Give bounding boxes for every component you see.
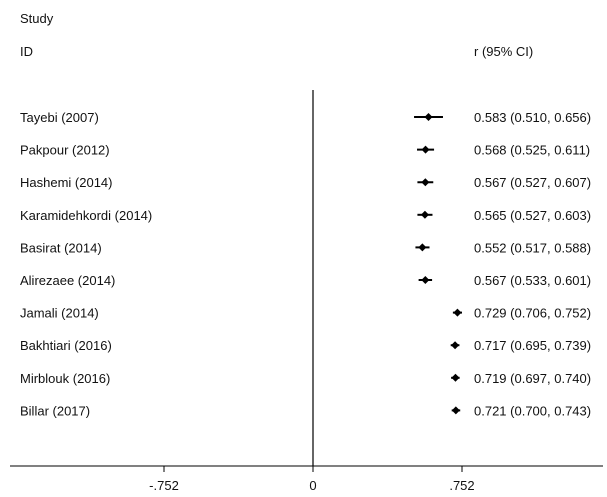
ci-text: 0.567 (0.527, 0.607) [474, 175, 591, 190]
point-estimate [451, 373, 460, 382]
ci-text: 0.719 (0.697, 0.740) [474, 371, 591, 386]
ci-text: 0.567 (0.533, 0.601) [474, 273, 591, 288]
ci-text: 0.729 (0.706, 0.752) [474, 306, 591, 321]
study-label: Billar (2017) [20, 403, 90, 418]
study-label: Tayebi (2007) [20, 110, 99, 125]
point-estimate [420, 210, 429, 219]
x-tick-label: .752 [449, 478, 474, 493]
study-label: Basirat (2014) [20, 240, 102, 255]
point-estimate [453, 308, 462, 317]
point-estimate [451, 341, 460, 350]
point-estimate [421, 178, 430, 187]
study-label: Karamidehkordi (2014) [20, 208, 152, 223]
x-tick-label: -.752 [149, 478, 179, 493]
point-estimate [424, 113, 433, 121]
x-tick-label: 0 [309, 478, 316, 493]
id-header: ID [20, 44, 33, 59]
study-label: Alirezaee (2014) [20, 273, 115, 288]
ci-text: 0.717 (0.695, 0.739) [474, 338, 591, 353]
ci-text: 0.565 (0.527, 0.603) [474, 208, 591, 223]
study-label: Pakpour (2012) [20, 143, 110, 158]
point-estimate [451, 406, 460, 415]
study-label: Jamali (2014) [20, 306, 99, 321]
point-estimate [418, 243, 427, 252]
study-label: Hashemi (2014) [20, 175, 113, 190]
ci-text: 0.568 (0.525, 0.611) [474, 143, 590, 158]
effect-header: r (95% CI) [474, 44, 534, 59]
ci-text: 0.721 (0.700, 0.743) [474, 403, 591, 418]
study-label: Bakhtiari (2016) [20, 338, 112, 353]
ci-text: 0.583 (0.510, 0.656) [474, 110, 591, 125]
ci-text: 0.552 (0.517, 0.588) [474, 240, 591, 255]
point-estimate [421, 145, 430, 154]
study-header: Study [20, 11, 54, 26]
study-label: Mirblouk (2016) [20, 371, 110, 386]
point-estimate [421, 276, 430, 284]
